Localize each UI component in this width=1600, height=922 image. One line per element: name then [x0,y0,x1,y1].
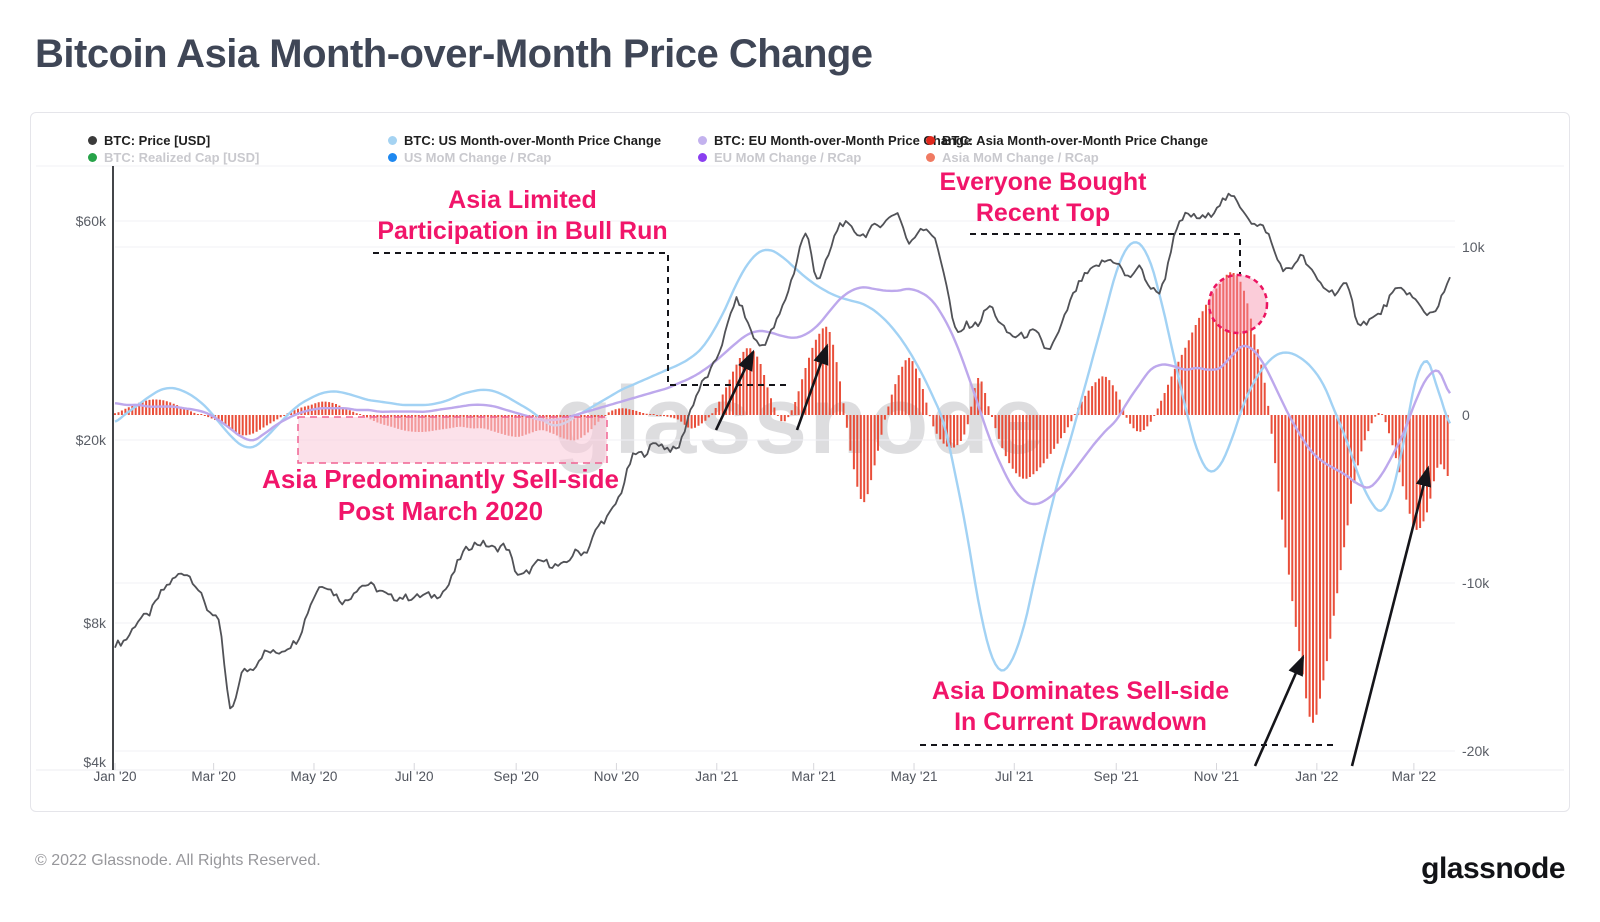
legend-label: BTC: Realized Cap [USD] [104,149,260,165]
legend-dot-icon [698,135,707,145]
x-axis-label: Sep '20 [494,769,539,784]
y-axis-label-right: 0 [1462,407,1470,423]
y-axis-label-left: $4k [83,754,107,770]
x-axis-label: Jul '21 [995,769,1034,784]
annotation-line: In Current Drawdown [954,707,1207,736]
legend-label: US MoM Change / RCap [404,149,552,165]
annotation-line: Recent Top [975,198,1111,227]
annotation-line: Asia Limited [448,186,597,214]
legend-item[interactable]: BTC: Price [USD] [88,132,210,148]
x-axis-label: May '20 [291,769,338,784]
legend-label: BTC: Price [USD] [104,132,211,148]
annotation-bull-run: Asia Limited Participation in Bull Run [330,185,715,246]
legend-dot-icon [88,135,97,145]
arrow-current-selling [1350,465,1432,767]
dashed-line-recent-top [970,233,1241,276]
arrow-jan21-peak [714,349,755,431]
highlight-circle-recent-top [1207,273,1269,335]
legend-label: Asia MoM Change / RCap [942,149,1099,165]
annotation-sell-side: Asia Predominantly Sell-side Post March … [238,464,643,527]
y-axis-label-left: $60k [76,213,107,229]
legend-label: EU MoM Change / RCap [714,149,862,165]
legend-dot-icon [88,152,97,162]
legend-dot-icon [926,152,935,162]
x-axis-label: Nov '20 [594,769,639,784]
arrow-drawdown-trough [1253,654,1305,767]
annotation-line: Asia Predominantly Sell-side [262,464,619,494]
dashed-box-bull-run [373,252,790,386]
legend-dot-icon [388,152,397,162]
legend-item[interactable]: EU MoM Change / RCap [698,149,861,165]
legend-dot-icon [698,152,707,162]
legend-item[interactable]: BTC: EU Month-over-Month Price Change [698,132,971,148]
y-axis-label-left: $8k [83,615,107,631]
copyright-text: © 2022 Glassnode. All Rights Reserved. [35,852,321,869]
legend-label: BTC: EU Month-over-Month Price Change [714,132,972,148]
x-axis-label: Jan '22 [1295,769,1338,784]
legend-item[interactable]: US MoM Change / RCap [388,149,551,165]
legend-item[interactable]: BTC: Asia Month-over-Month Price Change [926,132,1208,148]
x-axis-label: Mar '22 [1392,769,1437,784]
x-axis-label: Mar '21 [791,769,836,784]
x-axis-label: Nov '21 [1194,769,1239,784]
annotation-line: Post March 2020 [337,495,544,526]
legend-dot-icon [388,135,397,145]
legend-item[interactable]: BTC: US Month-over-Month Price Change [388,132,661,148]
y-axis-label-left: $20k [76,432,107,448]
y-axis-label-right: -20k [1462,743,1490,759]
x-axis-label: Jul '20 [395,769,434,784]
annotation-line: Everyone Bought [939,168,1147,196]
arrow-mar21-peak [795,343,829,431]
legend-item[interactable]: Asia MoM Change / RCap [926,149,1099,165]
y-axis-label-right: 10k [1462,239,1486,255]
annotation-line: Asia Dominates Sell-side [931,677,1230,705]
legend-label: BTC: Asia Month-over-Month Price Change [942,132,1209,148]
x-axis-label: Jan '20 [93,769,136,784]
legend-dot-icon [926,135,935,145]
y-axis-label-right: -10k [1462,575,1490,591]
page-title: Bitcoin Asia Month-over-Month Price Chan… [35,32,873,76]
annotation-recent-top: Everyone Bought Recent Top [898,167,1188,228]
annotation-drawdown: Asia Dominates Sell-side In Current Draw… [918,676,1243,737]
annotation-line: Participation in Bull Run [377,216,668,245]
x-axis-label: Sep '21 [1094,769,1139,784]
legend-item[interactable]: BTC: Realized Cap [USD] [88,149,259,165]
x-axis-label: Mar '20 [191,769,236,784]
glassnode-logo: glassnode [1421,852,1565,885]
x-axis-label: May '21 [891,769,938,784]
highlight-box-sell-side [297,416,608,464]
x-axis-label: Jan '21 [695,769,738,784]
legend-label: BTC: US Month-over-Month Price Change [404,132,662,148]
